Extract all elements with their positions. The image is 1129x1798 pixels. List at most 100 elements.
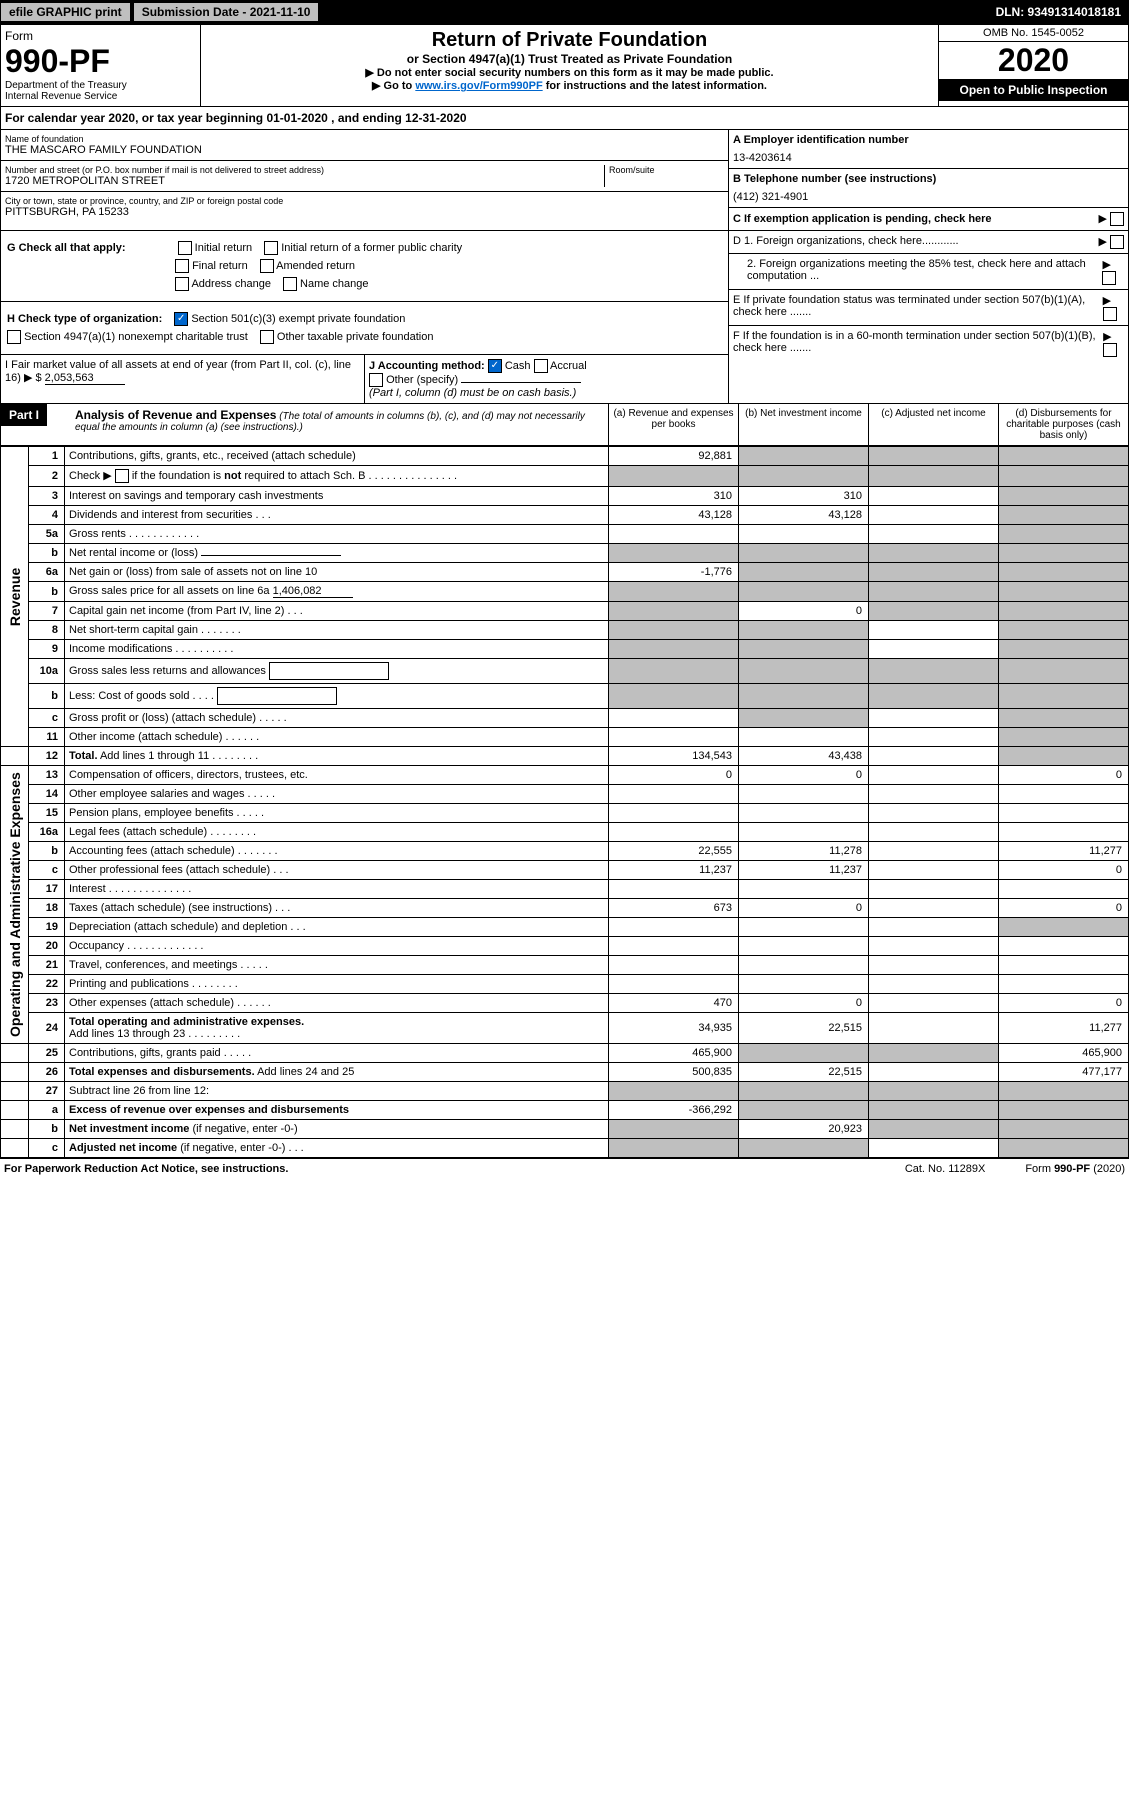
cell-b: 22,515 (739, 1063, 869, 1082)
f-cb[interactable] (1103, 343, 1117, 357)
row-num: 1 (29, 447, 65, 466)
cell-a: -366,292 (609, 1101, 739, 1120)
row-num: 25 (29, 1044, 65, 1063)
cell-c (869, 487, 999, 506)
row-num: 18 (29, 899, 65, 918)
other-method-cb[interactable] (369, 373, 383, 387)
foundation-name: THE MASCARO FAMILY FOUNDATION (5, 144, 724, 156)
section-h: H Check type of organization: Section 50… (0, 302, 729, 355)
tax-year: 2020 (939, 42, 1128, 79)
h-label: H Check type of organization: (7, 313, 162, 325)
row-desc: Net gain or (loss) from sale of assets n… (65, 563, 609, 582)
schb-cb[interactable] (115, 469, 129, 483)
row-desc: Income modifications . . . . . . . . . . (65, 640, 609, 659)
cell-a: 22,555 (609, 842, 739, 861)
gross-sales-val: 1,406,082 (273, 585, 353, 598)
section-g: G Check all that apply: Initial return I… (0, 231, 729, 302)
row-desc: Contributions, gifts, grants paid . . . … (65, 1044, 609, 1063)
final-return-cb[interactable] (175, 259, 189, 273)
initial-public-cb[interactable] (264, 241, 278, 255)
g-opt-3: Amended return (276, 260, 355, 272)
row-desc: Gross sales price for all assets on line… (65, 582, 609, 602)
row-num: b (29, 544, 65, 563)
cell-a: 0 (609, 766, 739, 785)
row-num: 16a (29, 823, 65, 842)
revenue-side-label: Revenue (1, 447, 29, 747)
e-cb[interactable] (1103, 307, 1117, 321)
cell-a: 500,835 (609, 1063, 739, 1082)
cell-d: 11,277 (999, 1013, 1129, 1044)
form-subtitle: or Section 4947(a)(1) Trust Treated as P… (205, 52, 934, 66)
name-change-cb[interactable] (283, 277, 297, 291)
foundation-info: Name of foundation THE MASCARO FAMILY FO… (0, 130, 1129, 231)
501c3-cb[interactable] (174, 312, 188, 326)
row-num: 20 (29, 937, 65, 956)
row-desc: Depreciation (attach schedule) and deple… (65, 918, 609, 937)
part1-title: Analysis of Revenue and Expenses (75, 408, 276, 422)
row-num: 22 (29, 975, 65, 994)
cell-d: 11,277 (999, 842, 1129, 861)
page-footer: For Paperwork Reduction Act Notice, see … (0, 1158, 1129, 1179)
cell-a: 470 (609, 994, 739, 1013)
row-desc: Gross profit or (loss) (attach schedule)… (65, 709, 609, 728)
cell-d: 465,900 (999, 1044, 1129, 1063)
cat-no: Cat. No. 11289X (905, 1163, 986, 1175)
row-desc: Legal fees (attach schedule) . . . . . .… (65, 823, 609, 842)
cell-a: 465,900 (609, 1044, 739, 1063)
other-taxable-cb[interactable] (260, 330, 274, 344)
row-desc: Check ▶ if the foundation is not require… (65, 466, 609, 487)
col-c-header: (c) Adjusted net income (868, 404, 998, 445)
row-num: 5a (29, 525, 65, 544)
row-num: 24 (29, 1013, 65, 1044)
row-num: 9 (29, 640, 65, 659)
row-desc: Pension plans, employee benefits . . . .… (65, 804, 609, 823)
submission-date-label: Submission Date - 2021-11-10 (133, 2, 320, 22)
row-desc: Interest on savings and temporary cash i… (65, 487, 609, 506)
accrual-label: Accrual (550, 360, 587, 372)
d1-label: D 1. Foreign organizations, check here..… (733, 235, 959, 247)
dept-treasury: Department of the Treasury (5, 80, 196, 91)
cell-d: 0 (999, 861, 1129, 880)
efile-print-button[interactable]: efile GRAPHIC print (0, 2, 131, 22)
d2-cb[interactable] (1102, 271, 1116, 285)
cell-d: 0 (999, 994, 1129, 1013)
g-opt-1: Initial return of a former public charit… (281, 242, 462, 254)
row-num: c (29, 861, 65, 880)
row-desc: Contributions, gifts, grants, etc., rece… (65, 447, 609, 466)
row-desc: Interest . . . . . . . . . . . . . . (65, 880, 609, 899)
irs-label: Internal Revenue Service (5, 91, 196, 102)
row-desc: Less: Cost of goods sold . . . . (65, 684, 609, 709)
row-desc: Other professional fees (attach schedule… (65, 861, 609, 880)
row-num: 21 (29, 956, 65, 975)
row-desc: Travel, conferences, and meetings . . . … (65, 956, 609, 975)
f-label: F If the foundation is in a 60-month ter… (733, 330, 1097, 354)
row-num: 3 (29, 487, 65, 506)
address-change-cb[interactable] (175, 277, 189, 291)
row-desc: Capital gain net income (from Part IV, l… (65, 602, 609, 621)
cell-b: 0 (739, 602, 869, 621)
omb-number: OMB No. 1545-0052 (939, 25, 1128, 42)
h-opt-1: Section 501(c)(3) exempt private foundat… (191, 313, 405, 325)
accrual-cb[interactable] (534, 359, 548, 373)
row-desc: Occupancy . . . . . . . . . . . . . (65, 937, 609, 956)
row-num: c (29, 1139, 65, 1158)
exemption-checkbox[interactable] (1110, 212, 1124, 226)
initial-return-cb[interactable] (178, 241, 192, 255)
row-num: 11 (29, 728, 65, 747)
row-num: 19 (29, 918, 65, 937)
main-table: Revenue 1Contributions, gifts, grants, e… (0, 446, 1129, 1158)
row-num: a (29, 1101, 65, 1120)
g-opt-4: Address change (191, 278, 271, 290)
cell-b: 20,923 (739, 1120, 869, 1139)
cash-cb[interactable] (488, 359, 502, 373)
cell-a: 134,543 (609, 747, 739, 766)
cell-b: 22,515 (739, 1013, 869, 1044)
g-opt-5: Name change (300, 278, 369, 290)
cell-b: 0 (739, 994, 869, 1013)
row-desc: Printing and publications . . . . . . . … (65, 975, 609, 994)
d1-cb[interactable] (1110, 235, 1124, 249)
4947-cb[interactable] (7, 330, 21, 344)
city-value: PITTSBURGH, PA 15233 (5, 206, 724, 218)
form990pf-link[interactable]: www.irs.gov/Form990PF (415, 80, 542, 92)
amended-return-cb[interactable] (260, 259, 274, 273)
